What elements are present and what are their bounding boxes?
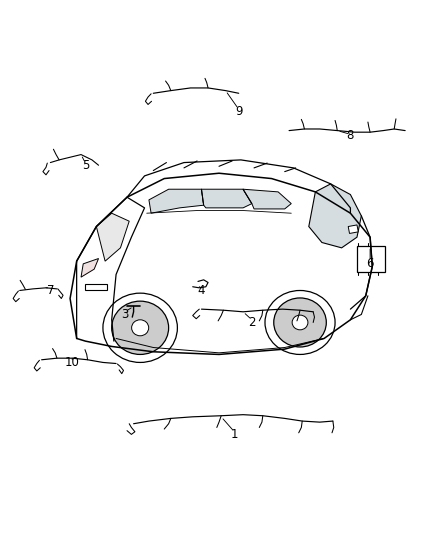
Polygon shape — [96, 213, 129, 261]
Text: 8: 8 — [347, 130, 354, 142]
Text: 2: 2 — [248, 316, 256, 329]
Ellipse shape — [131, 320, 149, 336]
Text: 9: 9 — [235, 106, 243, 118]
Polygon shape — [348, 225, 358, 233]
Text: 10: 10 — [65, 356, 80, 369]
Text: 7: 7 — [46, 284, 54, 297]
Ellipse shape — [112, 301, 169, 354]
Text: 4: 4 — [198, 284, 205, 297]
Text: 6: 6 — [366, 257, 374, 270]
Polygon shape — [201, 189, 252, 208]
Polygon shape — [81, 259, 99, 277]
Text: 5: 5 — [82, 159, 89, 172]
Text: 3: 3 — [121, 308, 128, 321]
Polygon shape — [243, 189, 291, 209]
Text: 1: 1 — [230, 428, 238, 441]
Polygon shape — [149, 189, 204, 213]
Polygon shape — [85, 284, 107, 290]
Ellipse shape — [292, 315, 308, 330]
Polygon shape — [309, 184, 361, 248]
Ellipse shape — [274, 298, 326, 347]
